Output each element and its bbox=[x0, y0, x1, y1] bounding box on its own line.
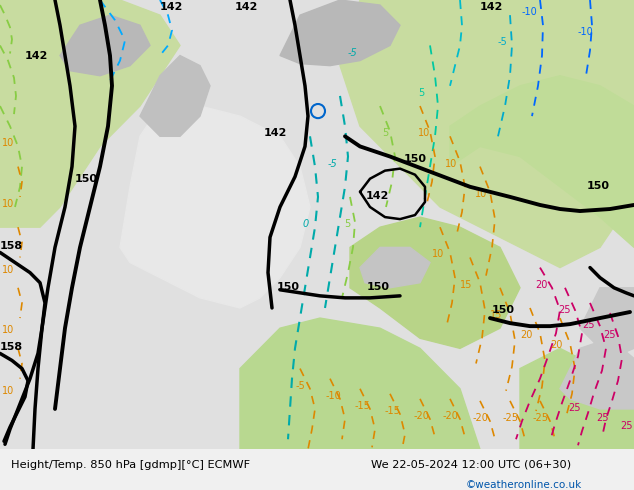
Text: -10: -10 bbox=[326, 391, 342, 401]
Polygon shape bbox=[560, 338, 634, 409]
Polygon shape bbox=[360, 247, 430, 288]
Text: 10: 10 bbox=[2, 199, 14, 209]
Text: 10: 10 bbox=[432, 249, 444, 260]
Text: ©weatheronline.co.uk: ©weatheronline.co.uk bbox=[466, 480, 582, 490]
Text: 10: 10 bbox=[445, 159, 457, 169]
Text: 25: 25 bbox=[558, 305, 571, 315]
Text: 25: 25 bbox=[582, 320, 595, 330]
Text: -10: -10 bbox=[578, 27, 594, 37]
Text: 10: 10 bbox=[2, 386, 14, 396]
Text: 20: 20 bbox=[535, 280, 547, 290]
Text: 10: 10 bbox=[2, 325, 14, 335]
Text: 142: 142 bbox=[480, 2, 503, 12]
Polygon shape bbox=[350, 217, 520, 348]
Text: 142: 142 bbox=[366, 191, 389, 201]
Text: 150: 150 bbox=[404, 153, 427, 164]
Text: -15: -15 bbox=[355, 401, 371, 411]
Polygon shape bbox=[450, 76, 634, 247]
Text: We 22-05-2024 12:00 UTC (06+30): We 22-05-2024 12:00 UTC (06+30) bbox=[371, 460, 571, 470]
Text: 150: 150 bbox=[367, 282, 390, 292]
Text: 5: 5 bbox=[418, 88, 424, 98]
Polygon shape bbox=[120, 96, 310, 308]
Text: 25: 25 bbox=[620, 421, 633, 431]
Polygon shape bbox=[60, 15, 150, 76]
Text: Height/Temp. 850 hPa [gdmp][°C] ECMWF: Height/Temp. 850 hPa [gdmp][°C] ECMWF bbox=[11, 460, 250, 470]
Text: 142: 142 bbox=[264, 128, 287, 138]
Text: 158: 158 bbox=[0, 242, 23, 251]
Polygon shape bbox=[520, 348, 634, 449]
Polygon shape bbox=[140, 55, 210, 136]
Text: 25: 25 bbox=[596, 413, 609, 423]
Text: -5: -5 bbox=[328, 159, 338, 169]
Text: -10: -10 bbox=[522, 7, 538, 17]
Text: 10: 10 bbox=[2, 265, 14, 274]
Text: -20: -20 bbox=[473, 413, 489, 423]
Text: -20: -20 bbox=[443, 411, 459, 421]
Text: -5: -5 bbox=[348, 48, 358, 57]
Text: 158: 158 bbox=[0, 343, 23, 352]
Text: 0: 0 bbox=[303, 219, 309, 229]
Text: -25: -25 bbox=[503, 413, 519, 423]
Text: -5: -5 bbox=[498, 37, 508, 48]
Text: 150: 150 bbox=[587, 181, 610, 191]
Text: 142: 142 bbox=[235, 2, 259, 12]
Polygon shape bbox=[580, 288, 634, 359]
Text: -20: -20 bbox=[414, 411, 430, 421]
Text: 20: 20 bbox=[550, 341, 562, 350]
Text: 5: 5 bbox=[382, 128, 388, 138]
Text: 25: 25 bbox=[603, 330, 616, 340]
Text: -25: -25 bbox=[533, 413, 549, 423]
Text: 150: 150 bbox=[75, 174, 98, 184]
Polygon shape bbox=[240, 318, 480, 449]
Text: -5: -5 bbox=[296, 381, 306, 391]
Text: 142: 142 bbox=[160, 2, 183, 12]
Text: 25: 25 bbox=[568, 403, 581, 413]
Polygon shape bbox=[280, 0, 400, 66]
Text: 15: 15 bbox=[490, 310, 502, 320]
Text: 142: 142 bbox=[25, 50, 48, 61]
Polygon shape bbox=[340, 0, 634, 268]
Text: 10: 10 bbox=[2, 138, 14, 148]
Text: 150: 150 bbox=[492, 305, 515, 315]
Text: -15: -15 bbox=[385, 406, 401, 416]
Text: 10: 10 bbox=[418, 128, 430, 138]
Text: 20: 20 bbox=[520, 330, 533, 340]
Text: 5: 5 bbox=[344, 219, 350, 229]
Text: 150: 150 bbox=[277, 282, 300, 292]
Text: 10: 10 bbox=[475, 189, 488, 199]
Polygon shape bbox=[0, 0, 180, 227]
Text: 15: 15 bbox=[460, 280, 472, 290]
